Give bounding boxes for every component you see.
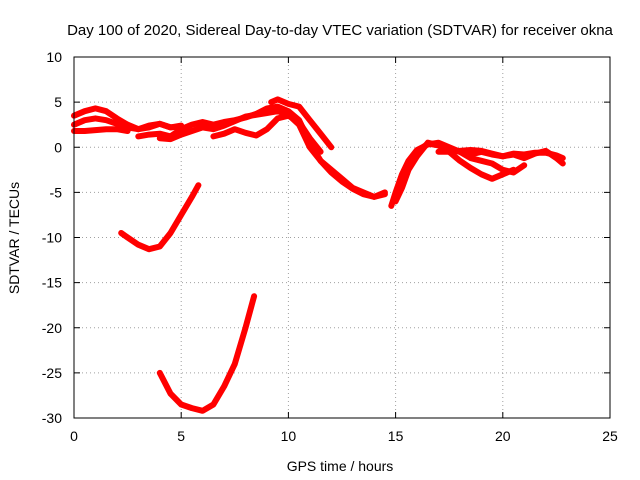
x-tick-label: 20 xyxy=(495,428,511,444)
series-line-prn-l xyxy=(118,182,202,253)
chart-title: Day 100 of 2020, Sidereal Day-to-day VTE… xyxy=(67,22,613,39)
x-tick-label: 5 xyxy=(177,428,185,444)
y-tick-label: 10 xyxy=(46,49,62,65)
series-line-prn-c xyxy=(71,126,131,134)
grid xyxy=(74,57,610,418)
series-line-prn-m xyxy=(156,293,258,414)
x-tick-label: 10 xyxy=(281,428,297,444)
series-line-prn-g xyxy=(268,96,335,151)
y-tick-label: -15 xyxy=(42,275,62,291)
x-tick-label: 15 xyxy=(388,428,404,444)
series-line-prn-b xyxy=(71,115,185,133)
y-tick-label: 0 xyxy=(54,139,62,155)
series-line-prn-k xyxy=(435,147,566,167)
y-axis-label: SDTVAR / TECUs xyxy=(6,182,22,294)
axis-ticks: 0 5 10 15 20 25 -30 -25 -20 -15 -10 -5 0 5 10 xyxy=(42,49,618,444)
x-tick-label: 25 xyxy=(602,428,618,444)
x-axis-label: GPS time / hours xyxy=(287,458,394,474)
y-tick-label: -5 xyxy=(50,184,63,200)
series-line-prn-e xyxy=(156,108,388,200)
y-tick-label: -10 xyxy=(42,230,62,246)
data-series xyxy=(71,96,566,414)
series-line-prn-f xyxy=(210,112,324,155)
y-tick-label: -25 xyxy=(42,365,62,381)
y-tick-label: -20 xyxy=(42,320,62,336)
x-tick-label: 0 xyxy=(70,428,78,444)
y-tick-label: -30 xyxy=(42,410,62,426)
y-tick-label: 5 xyxy=(54,94,62,110)
